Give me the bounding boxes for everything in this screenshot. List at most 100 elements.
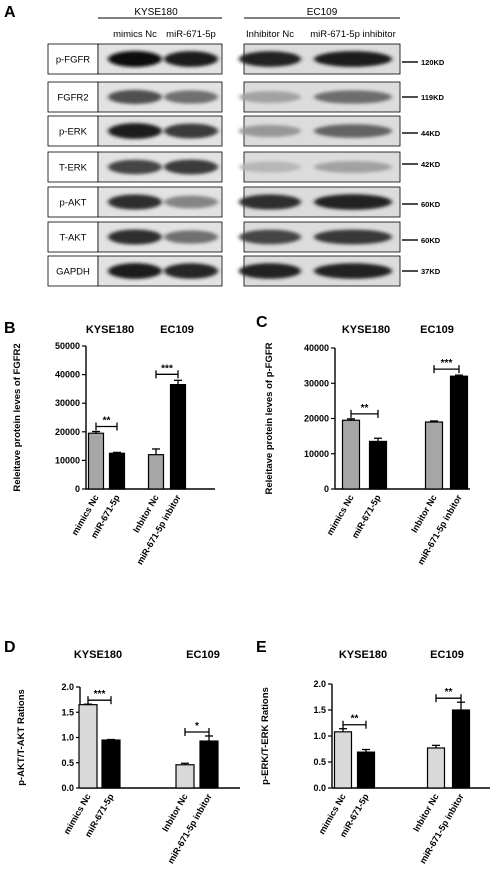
protein-band xyxy=(314,124,392,138)
panel-letter: D xyxy=(4,639,16,656)
y-tick-label: 20000 xyxy=(304,414,329,424)
size-marker-label: 60KD xyxy=(421,236,441,245)
blot-row: p-AKT 60KD xyxy=(47,186,441,218)
lane-label: Inhibitor Nc xyxy=(246,29,294,40)
bar xyxy=(78,704,98,789)
protein-label: T-ERK xyxy=(59,163,88,174)
protein-band xyxy=(314,194,392,210)
bar xyxy=(175,764,195,789)
protein-band xyxy=(108,229,162,245)
protein-band xyxy=(314,229,392,245)
significance-label: *** xyxy=(94,689,106,700)
y-tick-label: 30000 xyxy=(55,398,80,408)
panel-letter: E xyxy=(256,639,267,656)
size-marker-label: 120KD xyxy=(421,58,445,67)
group-label: EC109 xyxy=(160,324,194,336)
lane-label: mimics Nc xyxy=(113,29,157,40)
group-label: KYSE180 xyxy=(339,649,387,661)
protein-band xyxy=(314,90,392,104)
protein-band xyxy=(108,159,162,175)
y-axis-label: p-ERK/T-ERK Rations xyxy=(260,687,271,785)
blot-row: GAPDH 37KD xyxy=(47,255,441,287)
protein-label: p-ERK xyxy=(59,127,88,138)
protein-band xyxy=(108,51,162,67)
y-tick-label: 1.5 xyxy=(61,707,74,717)
bar xyxy=(169,384,187,490)
bar xyxy=(108,452,126,490)
category-label: miR-671-5p inbitor xyxy=(166,792,214,866)
lane-label: miR-671-5p inhibitor xyxy=(310,29,396,40)
protein-band xyxy=(239,263,301,279)
protein-band xyxy=(164,159,218,175)
y-tick-label: 10000 xyxy=(304,449,329,459)
bar xyxy=(356,751,376,789)
protein-label: T-AKT xyxy=(60,233,87,244)
protein-band xyxy=(314,263,392,279)
protein-band xyxy=(164,90,218,104)
bar xyxy=(368,440,388,490)
protein-band xyxy=(239,51,301,67)
category-label: miR-671-5p xyxy=(350,493,383,540)
panel-letter-a: A xyxy=(4,4,16,21)
protein-band xyxy=(164,263,218,279)
y-axis-label: Releitave protein leves of p-FGFR xyxy=(264,342,275,494)
group-label: EC109 xyxy=(420,324,454,336)
y-tick-label: 2.0 xyxy=(61,682,74,692)
bar xyxy=(451,709,471,789)
y-tick-label: 30000 xyxy=(304,378,329,388)
group-label: EC109 xyxy=(430,649,464,661)
y-tick-label: 0.0 xyxy=(313,783,326,793)
protein-label-box xyxy=(47,81,99,113)
y-tick-label: 1.0 xyxy=(313,731,326,741)
bar xyxy=(426,747,446,789)
y-tick-label: 0.5 xyxy=(313,757,326,767)
protein-band xyxy=(314,161,392,173)
panel-letter: C xyxy=(256,314,268,331)
protein-label: p-FGFR xyxy=(56,55,90,66)
chart-panel-e: E KYSE180 EC109 0.0 0.5 1.0 1.5 2.0 p-ERK/T-ERK … xyxy=(256,639,490,865)
chart-panel-b: B KYSE180 EC109 0 10000 20000 30000 40000 50000 R… xyxy=(4,320,215,566)
bar xyxy=(147,454,165,490)
size-marker-label: 60KD xyxy=(421,200,441,209)
significance-label: *** xyxy=(441,358,453,369)
size-marker-label: 42KD xyxy=(421,160,441,169)
y-tick-label: 0.5 xyxy=(61,758,74,768)
protein-label: p-AKT xyxy=(60,198,87,209)
y-tick-label: 20000 xyxy=(55,427,80,437)
protein-label: FGFR2 xyxy=(57,93,88,104)
y-tick-label: 0 xyxy=(324,484,329,494)
bar xyxy=(101,739,121,789)
protein-label-box xyxy=(47,255,99,287)
bar xyxy=(87,432,105,490)
protein-band xyxy=(239,229,301,245)
group-label: KYSE180 xyxy=(86,324,134,336)
protein-band xyxy=(164,51,218,67)
y-tick-label: 40000 xyxy=(304,343,329,353)
y-tick-label: 0 xyxy=(75,484,80,494)
size-marker-label: 44KD xyxy=(421,129,441,138)
protein-label-box xyxy=(47,186,99,218)
bar xyxy=(341,419,361,490)
protein-band xyxy=(108,194,162,210)
protein-band xyxy=(164,195,218,209)
y-axis-label: Releitave protein leves of FGFR2 xyxy=(12,343,23,491)
blot-row: T-ERK 42KD xyxy=(47,151,441,183)
protein-label-box xyxy=(47,43,99,75)
y-tick-label: 2.0 xyxy=(313,679,326,689)
group-label: EC109 xyxy=(186,649,220,661)
group-label-kyse180: KYSE180 xyxy=(134,7,178,18)
protein-band xyxy=(239,124,301,138)
blot-row: p-ERK 44KD xyxy=(47,115,441,147)
protein-label-box xyxy=(47,221,99,253)
protein-band xyxy=(164,123,218,139)
group-label: KYSE180 xyxy=(342,324,390,336)
group-label: KYSE180 xyxy=(74,649,122,661)
western-blot-panel: A KYSE180 EC109 mimics Nc miR-671-5p Inhibito… xyxy=(4,4,445,287)
significance-label: ** xyxy=(351,714,359,725)
size-marker-label: 37KD xyxy=(421,267,441,276)
significance-label: ** xyxy=(103,416,111,427)
bar xyxy=(424,421,444,490)
significance-label: ** xyxy=(445,687,453,698)
significance-label: ** xyxy=(361,403,369,414)
significance-label: * xyxy=(195,721,199,732)
